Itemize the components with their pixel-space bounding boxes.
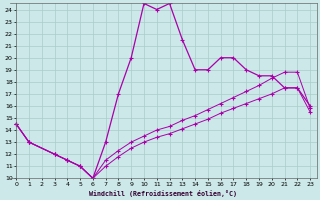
X-axis label: Windchill (Refroidissement éolien,°C): Windchill (Refroidissement éolien,°C) — [89, 190, 237, 197]
